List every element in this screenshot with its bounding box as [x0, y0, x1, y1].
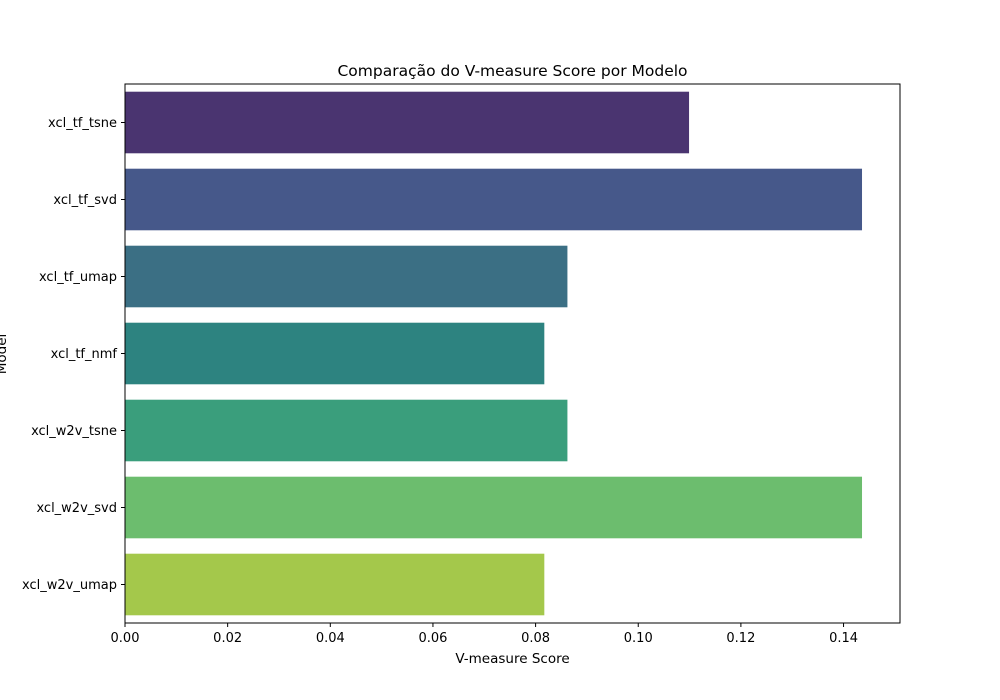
y-axis: xcl_tf_tsne xcl_tf_svd xcl_tf_umap xcl_tf_n… — [22, 116, 125, 593]
y-tick-label: xcl_tf_svd — [53, 193, 117, 208]
y-tick-label: xcl_w2v_svd — [36, 501, 117, 516]
bar-xcl_tf_umap — [125, 245, 568, 308]
chart-title: Comparação do V-measure Score por Modelo — [337, 62, 687, 80]
y-tick-label: xcl_tf_tsne — [48, 116, 117, 131]
x-tick-label: 0.00 — [111, 631, 140, 646]
bar-xcl_w2v_tsne — [125, 399, 568, 462]
bars-group — [125, 91, 863, 616]
bar-xcl_tf_tsne — [125, 91, 690, 154]
x-tick-label: 0.04 — [316, 631, 345, 646]
x-tick-label: 0.10 — [624, 631, 653, 646]
bar-xcl_w2v_svd — [125, 476, 863, 539]
x-tick-label: 0.02 — [213, 631, 242, 646]
x-tick-label: 0.08 — [521, 631, 550, 646]
y-tick-label: xcl_w2v_umap — [22, 578, 117, 593]
bar-xcl_w2v_umap — [125, 553, 545, 616]
plot-frame — [124, 83, 901, 624]
x-tick-label: 0.12 — [726, 631, 755, 646]
bar-xcl_tf_nmf — [125, 322, 545, 385]
x-tick-label: 0.06 — [418, 631, 447, 646]
x-tick-label: 0.14 — [829, 631, 858, 646]
y-axis-title: Model — [0, 334, 10, 375]
y-tick-label: xcl_tf_umap — [39, 270, 117, 285]
bar-xcl_tf_svd — [125, 168, 863, 231]
y-tick-label: xcl_tf_nmf — [51, 347, 118, 362]
y-tick-label: xcl_w2v_tsne — [31, 424, 117, 439]
x-axis: 0.00 0.02 0.04 0.06 0.08 0.10 0.12 0.14 — [111, 623, 858, 646]
x-axis-title: V-measure Score — [455, 651, 569, 667]
